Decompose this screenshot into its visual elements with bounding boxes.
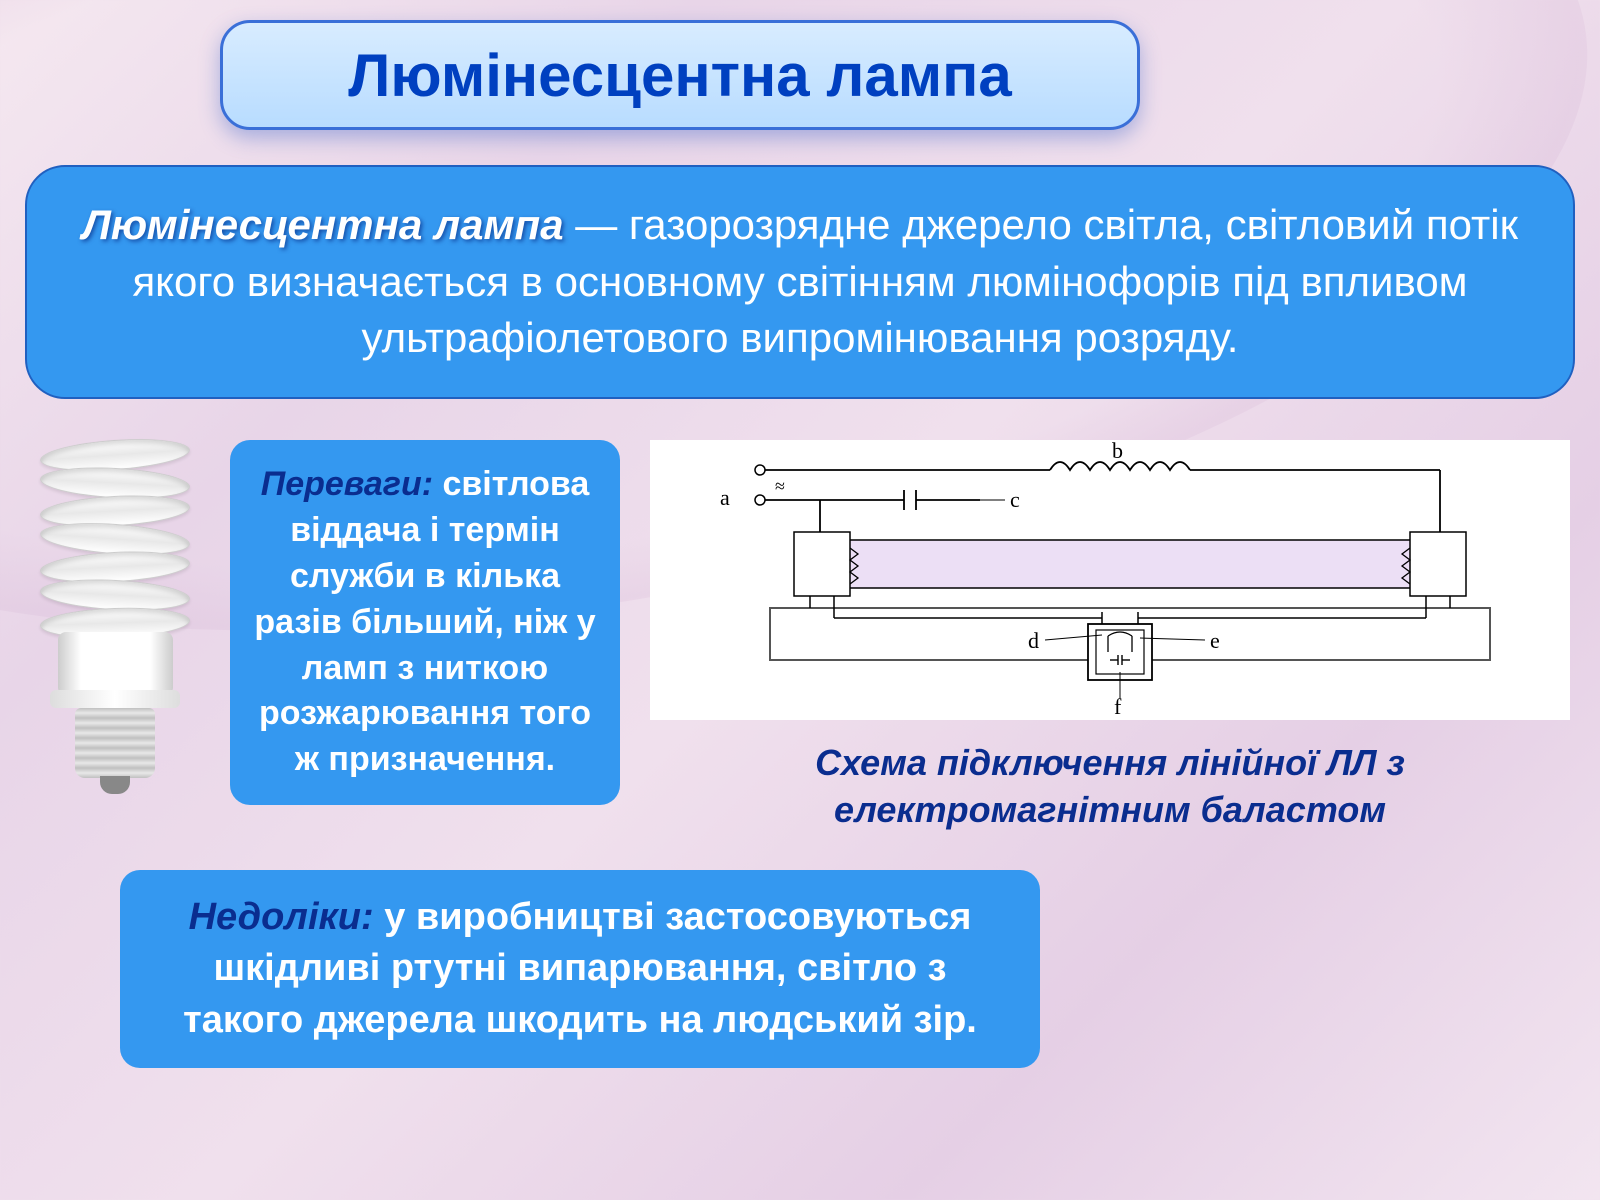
circuit-diagram: ≈ xyxy=(650,440,1570,720)
definition-panel: Люмінесцентна лампа — газорозрядне джере… xyxy=(25,165,1575,399)
diagram-label-f: f xyxy=(1114,694,1122,719)
diagram-label-e: e xyxy=(1210,628,1220,653)
disadvantages-label: Недоліки: xyxy=(189,896,374,938)
advantages-panel: Переваги: світлова віддача і термін служ… xyxy=(230,440,620,805)
disadvantages-panel: Недоліки: у виробництві застосовуються ш… xyxy=(120,870,1040,1068)
lamp-illustration xyxy=(20,440,210,820)
diagram-label-c: c xyxy=(1010,487,1020,512)
diagram-label-d: d xyxy=(1028,628,1039,653)
advantages-label: Переваги: xyxy=(261,465,433,503)
diagram-caption: Схема підключення лінійної ЛЛ з електром… xyxy=(650,740,1570,834)
title-box: Люмінесцентна лампа xyxy=(220,20,1140,130)
diagram-label-a: a xyxy=(720,485,730,510)
page-title: Люмінесцентна лампа xyxy=(348,41,1011,110)
advantages-text: світлова віддача і термін служби в кільк… xyxy=(254,465,595,778)
diagram-label-b: b xyxy=(1112,440,1123,463)
ac-symbol: ≈ xyxy=(775,476,785,496)
definition-term: Люмінесцентна лампа xyxy=(82,201,564,248)
diagram-section: ≈ xyxy=(650,440,1570,834)
